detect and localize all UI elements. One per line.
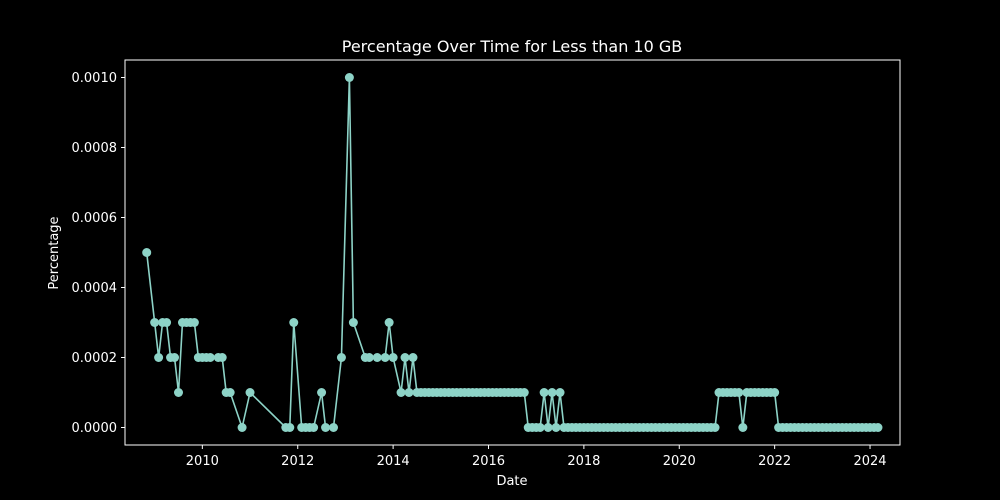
data-point (336, 353, 346, 362)
data-point (710, 423, 720, 432)
data-point (245, 388, 255, 397)
data-point (400, 353, 410, 362)
data-point (551, 423, 561, 432)
x-tick-label: 2012 (281, 454, 314, 469)
y-tick-label: 0.0006 (72, 211, 118, 226)
data-point (543, 423, 553, 432)
data-point (547, 388, 557, 397)
data-point (174, 388, 183, 397)
data-point (285, 423, 295, 432)
data-point (388, 353, 398, 362)
data-point (555, 388, 565, 397)
plot-area (124, 59, 901, 446)
data-point (404, 388, 414, 397)
data-point (189, 318, 199, 327)
data-point (225, 388, 235, 397)
data-point (317, 388, 327, 397)
data-point (309, 423, 319, 432)
data-point (321, 423, 331, 432)
data-point (372, 353, 382, 362)
data-point (142, 248, 152, 257)
data-point (738, 423, 748, 432)
data-point (408, 353, 418, 362)
data-point (734, 388, 744, 397)
y-tick-label: 0.0008 (72, 141, 118, 156)
data-point (519, 388, 529, 397)
x-tick-label: 2022 (758, 454, 791, 469)
data-point (217, 353, 227, 362)
data-point (162, 318, 172, 327)
x-tick-label: 2016 (472, 454, 505, 469)
x-tick-label: 2010 (186, 454, 219, 469)
data-point (154, 353, 164, 362)
x-tick-label: 2020 (663, 454, 696, 469)
data-point (329, 423, 338, 432)
chart-title: Percentage Over Time for Less than 10 GB (342, 37, 683, 56)
data-point (170, 353, 180, 362)
x-tick-label: 2018 (567, 454, 600, 469)
y-tick-label: 0.0010 (72, 71, 118, 86)
x-axis-ticks: 2010 2012 2014 2016 2018 2020 2022 2024 (186, 445, 887, 469)
data-point (205, 353, 215, 362)
data-point (396, 388, 406, 397)
data-point (380, 353, 390, 362)
data-point (237, 423, 247, 432)
data-point (873, 423, 883, 432)
data-point (770, 388, 780, 397)
data-point (539, 388, 549, 397)
data-point (150, 318, 160, 327)
data-point (364, 353, 374, 362)
x-tick-label: 2014 (377, 454, 410, 469)
x-axis-title: Date (496, 474, 527, 489)
data-point (344, 73, 354, 82)
data-point (535, 423, 545, 432)
series-layer (142, 73, 883, 432)
y-tick-label: 0.0002 (72, 351, 118, 366)
y-axis-ticks: 0.0000 0.0002 0.0004 0.0006 0.0008 0.0010 (72, 71, 125, 436)
data-point (384, 318, 394, 327)
data-point (289, 318, 299, 327)
y-tick-label: 0.0004 (72, 281, 118, 296)
y-tick-label: 0.0000 (72, 421, 118, 436)
y-axis-title: Percentage (47, 216, 62, 289)
data-point (348, 318, 358, 327)
x-tick-label: 2024 (853, 454, 886, 469)
